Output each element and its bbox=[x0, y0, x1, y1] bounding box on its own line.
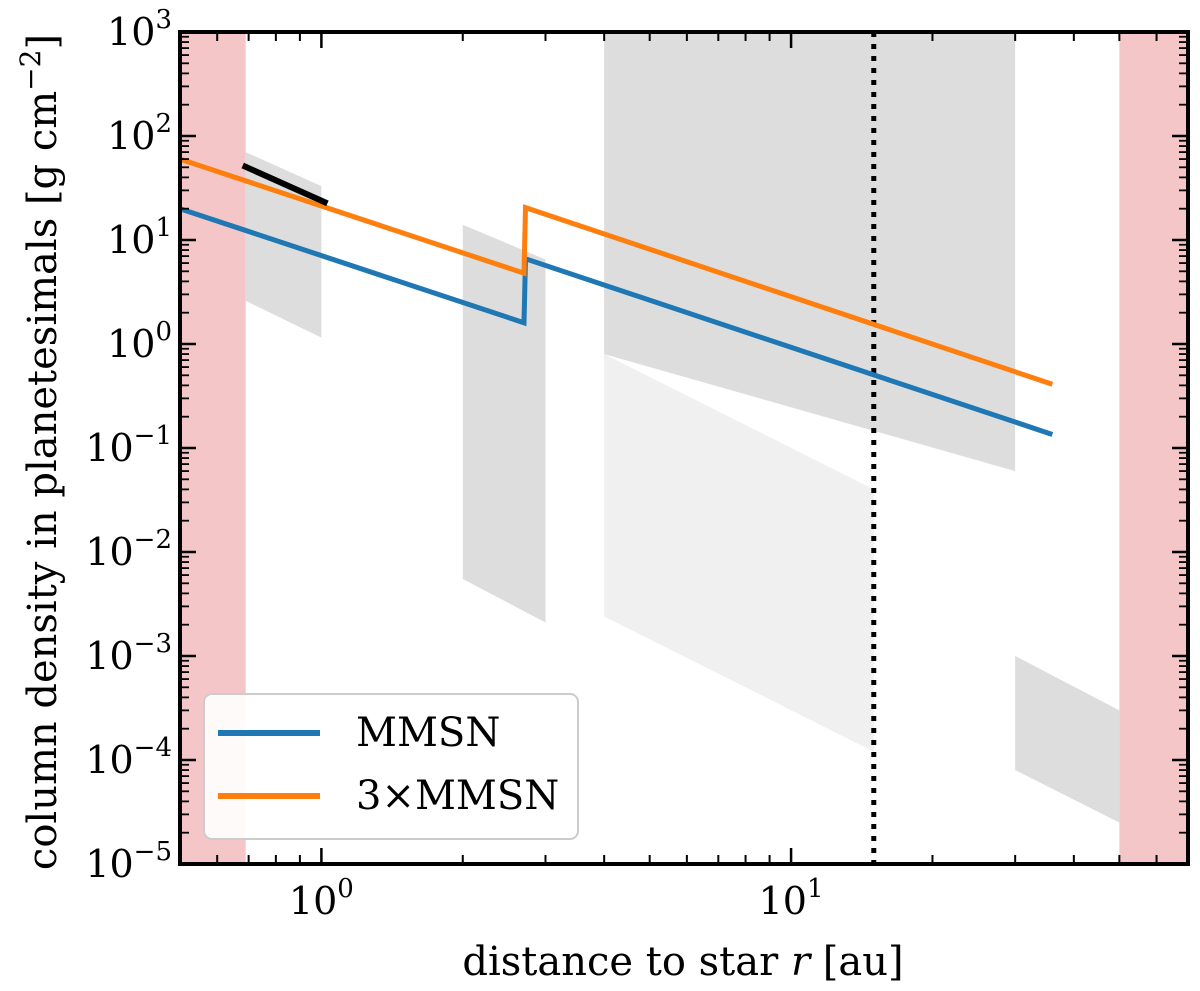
y-tick-label-1: 102 bbox=[107, 109, 172, 158]
y-tick-exp-5: −2 bbox=[134, 525, 172, 555]
shaded-band-6 bbox=[1015, 656, 1120, 823]
legend: MMSN 3×MMSN bbox=[203, 693, 579, 840]
x-axis-label: distance to star r [au] bbox=[462, 939, 903, 985]
y-tick-base-3: 10 bbox=[107, 322, 155, 366]
shaded-band-4 bbox=[604, 32, 1016, 472]
y-tick-label-0: 103 bbox=[107, 5, 172, 54]
y-tick-label-2: 101 bbox=[107, 213, 172, 262]
y-tick-base-1: 10 bbox=[107, 114, 155, 158]
y-tick-label-7: 10−4 bbox=[85, 733, 172, 782]
y-tick-exp-4: −1 bbox=[134, 421, 172, 451]
x-tick-exp-1: 1 bbox=[807, 874, 824, 904]
y-tick-exp-3: 0 bbox=[155, 317, 172, 347]
y-tick-base-6: 10 bbox=[85, 634, 133, 678]
y-tick-exp-6: −3 bbox=[134, 629, 172, 659]
y-tick-exp-1: 2 bbox=[155, 109, 172, 139]
series-line-mmsn bbox=[179, 206, 1054, 437]
shaded-band-5 bbox=[604, 354, 874, 752]
shaded-band-3 bbox=[462, 224, 546, 623]
y-axis-label: column density in planetesimals [g cm−2] bbox=[14, 34, 66, 870]
series-line-black-segment bbox=[241, 162, 329, 207]
legend-label-mmsn: MMSN bbox=[356, 710, 500, 756]
series-line-3mmsn bbox=[179, 156, 1054, 387]
y-tick-base-0: 10 bbox=[107, 10, 155, 54]
y-tick-base-5: 10 bbox=[85, 530, 133, 574]
y-tick-label-3: 100 bbox=[107, 317, 172, 366]
x-axis-label-unit: [au] bbox=[810, 939, 904, 985]
x-tick-base-1: 10 bbox=[759, 879, 807, 923]
legend-label-3xmmsn: 3×MMSN bbox=[356, 773, 559, 819]
y-tick-exp-0: 3 bbox=[155, 5, 172, 35]
x-tick-label-1: 101 bbox=[759, 874, 824, 923]
y-tick-base-4: 10 bbox=[85, 426, 133, 470]
x-tick-base-0: 10 bbox=[289, 879, 337, 923]
y-tick-exp-8: −5 bbox=[134, 837, 172, 867]
y-tick-exp-2: 1 bbox=[155, 213, 172, 243]
y-axis-label-close: ] bbox=[20, 34, 66, 50]
y-tick-base-8: 10 bbox=[85, 842, 133, 886]
y-tick-label-4: 10−1 bbox=[85, 421, 172, 470]
x-tick-exp-0: 0 bbox=[337, 874, 354, 904]
x-axis-label-main: distance to star bbox=[462, 939, 791, 985]
series-lines bbox=[179, 156, 1054, 437]
plot-frame bbox=[178, 30, 1190, 866]
y-tick-base-7: 10 bbox=[85, 738, 133, 782]
y-axis-label-main: column density in planetesimals [g cm bbox=[20, 91, 66, 870]
y-tick-label-8: 10−5 bbox=[85, 837, 172, 886]
y-tick-label-6: 10−3 bbox=[85, 629, 172, 678]
x-tick-label-0: 100 bbox=[289, 874, 354, 923]
y-tick-label-5: 10−2 bbox=[85, 525, 172, 574]
x-axis-label-var: r bbox=[791, 939, 813, 985]
y-axis-label-exp: −2 bbox=[14, 50, 47, 91]
y-tick-base-2: 10 bbox=[107, 218, 155, 262]
y-tick-exp-7: −4 bbox=[134, 733, 172, 763]
